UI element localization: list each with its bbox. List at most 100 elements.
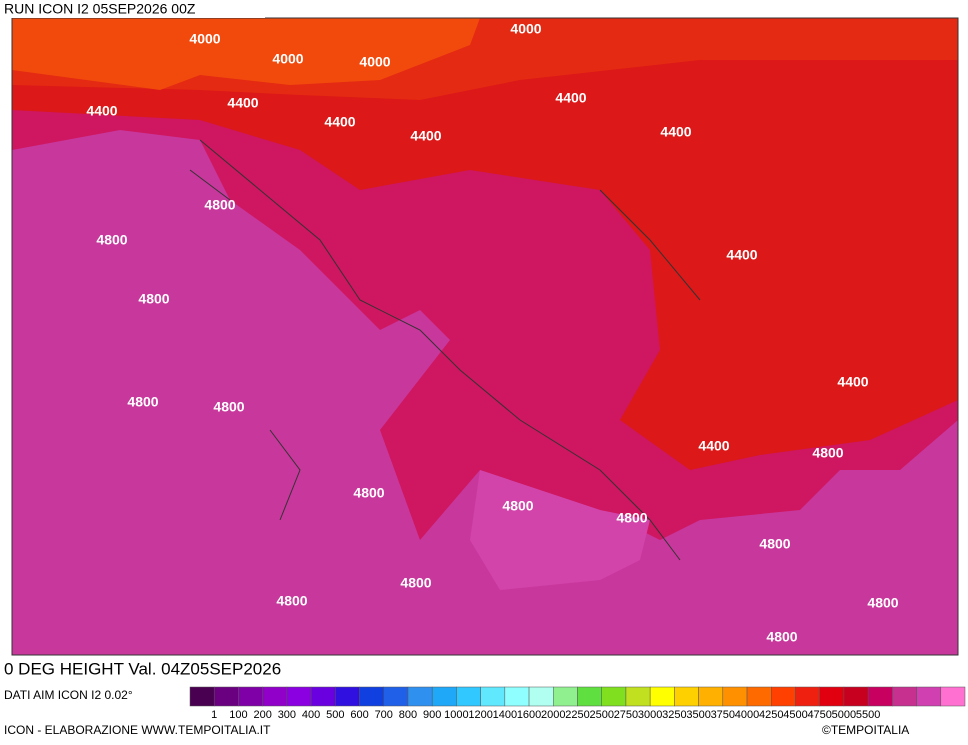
contour-label: 4800 <box>204 197 235 213</box>
source: DATI AIM ICON I2 0.02° <box>4 688 133 702</box>
legend-swatch <box>262 686 288 707</box>
legend-swatch <box>553 686 578 707</box>
legend-label: 4500 <box>783 709 807 721</box>
legend-swatch <box>867 686 893 707</box>
legend-label: 1600 <box>517 709 541 721</box>
legend-swatch <box>795 686 820 707</box>
legend-swatch <box>746 686 772 707</box>
contour-label: 4400 <box>227 95 258 111</box>
legend-label: 200 <box>253 709 271 721</box>
map-frame <box>11 17 959 656</box>
legend-swatch <box>819 686 845 707</box>
contour-label: 4000 <box>359 54 390 70</box>
contour-label: 4800 <box>276 593 307 609</box>
legend-swatch <box>359 686 384 707</box>
legend-label: 600 <box>350 709 368 721</box>
legend-label: 400 <box>302 709 320 721</box>
legend-swatch <box>310 686 336 707</box>
legend-label: 2250 <box>565 709 589 721</box>
contour-label: 4800 <box>867 595 898 611</box>
run-title: RUN ICON I2 05SEP2026 00Z <box>4 1 196 17</box>
legend-label: 2000 <box>541 709 565 721</box>
contour-label: 4400 <box>324 114 355 130</box>
legend-label: 3000 <box>638 709 662 721</box>
region-light <box>470 470 650 590</box>
legend-swatch <box>674 686 699 707</box>
brand: ©TEMPOITALIA <box>822 723 909 737</box>
legend-label: 1400 <box>493 709 517 721</box>
contour-label: 4800 <box>96 232 127 248</box>
legend-swatch <box>625 686 651 707</box>
legend-label: 3500 <box>686 709 710 721</box>
legend-label: 500 <box>326 709 344 721</box>
legend-label: 2500 <box>589 709 613 721</box>
contour-label: 4000 <box>510 21 541 37</box>
contour-label: 4000 <box>189 31 220 47</box>
contour-label: 4800 <box>213 399 244 415</box>
contour-label: 4800 <box>616 510 647 526</box>
legend-swatch <box>843 686 869 707</box>
legend-swatch <box>649 686 675 707</box>
product-title: 0 DEG HEIGHT Val. 04Z05SEP2026 <box>4 659 281 678</box>
legend-swatch <box>528 686 554 707</box>
header-box <box>0 0 265 18</box>
legend-label: 1000 <box>444 709 468 721</box>
legend-swatch <box>892 686 917 707</box>
legend-swatch <box>383 686 409 707</box>
legend-swatch <box>771 686 796 707</box>
contour-label: 4800 <box>502 498 533 514</box>
coastline <box>189 139 701 561</box>
contour-label: 4800 <box>766 629 797 645</box>
legend-swatch <box>601 686 627 707</box>
legend-swatch <box>722 686 748 707</box>
contour-label: 4800 <box>138 291 169 307</box>
map <box>11 17 959 656</box>
legend-swatch <box>698 686 724 707</box>
legend-label: 4750 <box>807 709 831 721</box>
contour-label: 4000 <box>272 51 303 67</box>
legend-swatch <box>407 686 433 707</box>
legend-label: 1200 <box>468 709 492 721</box>
region-4400 <box>12 18 958 470</box>
contour-label: 4400 <box>726 247 757 263</box>
legend-label: 5000 <box>832 709 856 721</box>
contour-label: 4400 <box>660 124 691 140</box>
legend-label: 800 <box>399 709 417 721</box>
contour-label: 4800 <box>400 575 431 591</box>
legend-swatch <box>335 686 360 707</box>
contour-label: 4400 <box>410 128 441 144</box>
legend-swatch <box>238 686 263 707</box>
contour-label: 4400 <box>698 438 729 454</box>
legend-label: 4250 <box>759 709 783 721</box>
legend-label: 900 <box>423 709 441 721</box>
legend-swatch <box>916 686 942 707</box>
contour-label: 4800 <box>353 485 384 501</box>
title-box <box>0 657 413 684</box>
legend-swatch <box>189 686 215 707</box>
contour-label: 4400 <box>837 374 868 390</box>
legend-label: 4000 <box>735 709 759 721</box>
legend-swatch <box>504 686 530 707</box>
contour-label: 4800 <box>127 394 158 410</box>
legend-label: 300 <box>278 709 296 721</box>
legend-label: 5500 <box>856 709 880 721</box>
legend-swatch <box>431 686 457 707</box>
credit: ICON - ELABORAZIONE WWW.TEMPOITALIA.IT <box>4 723 271 737</box>
contour-label: 4400 <box>555 90 586 106</box>
legend-swatch <box>577 686 602 707</box>
legend-swatch <box>456 686 481 707</box>
legend-label: 3750 <box>711 709 735 721</box>
legend-swatch <box>480 686 506 707</box>
legend-label: 700 <box>375 709 393 721</box>
legend-swatch <box>286 686 312 707</box>
legend-swatch <box>213 686 239 707</box>
legend-swatch <box>940 686 966 707</box>
contour-label: 4400 <box>86 103 117 119</box>
legend-label: 100 <box>229 709 247 721</box>
legend-label: 2750 <box>614 709 638 721</box>
contour-label: 4800 <box>812 445 843 461</box>
legend-label: 1 <box>211 709 217 721</box>
contour-label: 4800 <box>759 536 790 552</box>
legend-label: 3250 <box>662 709 686 721</box>
